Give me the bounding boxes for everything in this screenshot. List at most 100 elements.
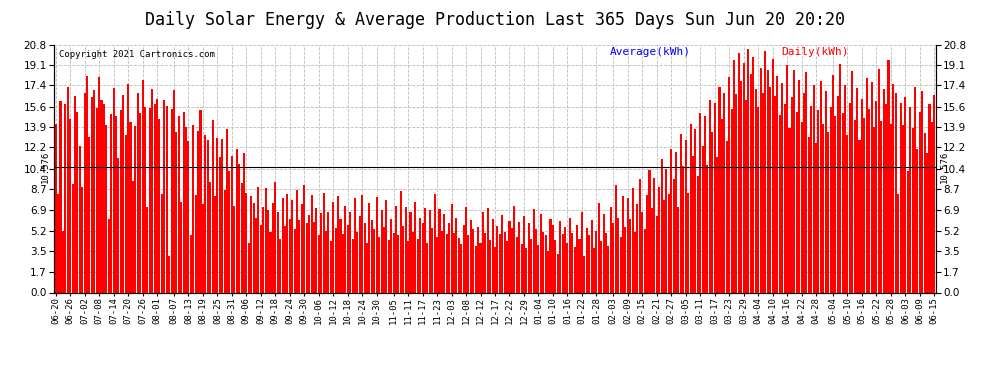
Bar <box>88 136 90 292</box>
Bar <box>646 195 648 292</box>
Bar <box>349 211 351 292</box>
Bar <box>779 115 781 292</box>
Bar <box>462 225 464 292</box>
Bar <box>482 211 484 292</box>
Bar <box>98 77 100 292</box>
Bar <box>182 112 184 292</box>
Bar <box>702 146 704 292</box>
Bar <box>741 81 742 292</box>
Bar <box>566 243 568 292</box>
Bar <box>803 93 805 292</box>
Bar <box>528 224 530 292</box>
Bar <box>274 182 276 292</box>
Bar <box>81 187 83 292</box>
Bar <box>721 119 723 292</box>
Bar <box>781 83 783 292</box>
Bar <box>648 170 650 292</box>
Bar <box>709 100 711 292</box>
Bar <box>801 122 803 292</box>
Bar <box>861 99 863 292</box>
Bar <box>484 233 486 292</box>
Bar <box>342 234 344 292</box>
Bar <box>745 100 747 292</box>
Bar <box>851 71 853 292</box>
Bar <box>870 82 872 292</box>
Bar <box>914 87 916 292</box>
Bar <box>675 152 677 292</box>
Bar <box>538 245 540 292</box>
Bar <box>450 204 452 292</box>
Bar <box>286 194 288 292</box>
Bar <box>366 243 368 292</box>
Bar <box>660 159 662 292</box>
Bar <box>57 194 59 292</box>
Bar <box>612 224 615 292</box>
Bar <box>202 204 204 292</box>
Bar <box>187 141 189 292</box>
Bar <box>153 105 155 292</box>
Bar <box>680 134 682 292</box>
Bar <box>813 86 815 292</box>
Bar <box>368 203 370 292</box>
Bar <box>632 188 634 292</box>
Bar <box>96 108 98 292</box>
Bar <box>840 64 842 292</box>
Bar <box>388 240 390 292</box>
Bar <box>900 103 902 292</box>
Bar <box>815 142 817 292</box>
Bar <box>221 139 224 292</box>
Bar <box>214 196 216 292</box>
Bar <box>429 210 431 292</box>
Bar <box>749 74 752 292</box>
Bar <box>904 98 907 292</box>
Bar <box>306 224 308 292</box>
Text: Copyright 2021 Cartronics.com: Copyright 2021 Cartronics.com <box>58 50 215 59</box>
Bar <box>617 217 619 292</box>
Bar <box>113 88 115 292</box>
Bar <box>571 233 573 292</box>
Bar <box>54 123 56 292</box>
Bar <box>887 60 889 292</box>
Bar <box>378 237 380 292</box>
Bar <box>724 93 726 292</box>
Bar <box>224 190 226 292</box>
Bar <box>825 92 827 292</box>
Bar <box>252 203 254 292</box>
Bar <box>610 207 612 292</box>
Bar <box>229 171 231 292</box>
Bar <box>791 98 793 292</box>
Bar <box>533 209 535 292</box>
Bar <box>637 204 639 292</box>
Bar <box>754 89 756 292</box>
Bar <box>59 101 61 292</box>
Bar <box>823 123 825 292</box>
Bar <box>769 87 771 292</box>
Bar <box>173 90 175 292</box>
Bar <box>354 198 356 292</box>
Bar <box>410 211 412 292</box>
Bar <box>120 111 122 292</box>
Bar <box>422 224 424 292</box>
Bar <box>241 183 243 292</box>
Bar <box>682 166 684 292</box>
Bar <box>402 226 404 292</box>
Bar <box>262 207 264 292</box>
Bar <box>132 181 134 292</box>
Bar <box>924 133 926 292</box>
Bar <box>759 68 761 292</box>
Bar <box>351 239 353 292</box>
Bar <box>424 208 426 292</box>
Bar <box>185 127 187 292</box>
Bar <box>219 157 221 292</box>
Bar <box>144 107 146 292</box>
Bar <box>598 203 600 292</box>
Bar <box>704 116 706 292</box>
Bar <box>163 100 165 292</box>
Bar <box>243 153 245 292</box>
Bar <box>731 109 733 292</box>
Bar <box>83 93 86 292</box>
Bar <box>76 112 78 292</box>
Bar <box>912 128 914 292</box>
Bar <box>832 75 834 292</box>
Bar <box>217 138 219 292</box>
